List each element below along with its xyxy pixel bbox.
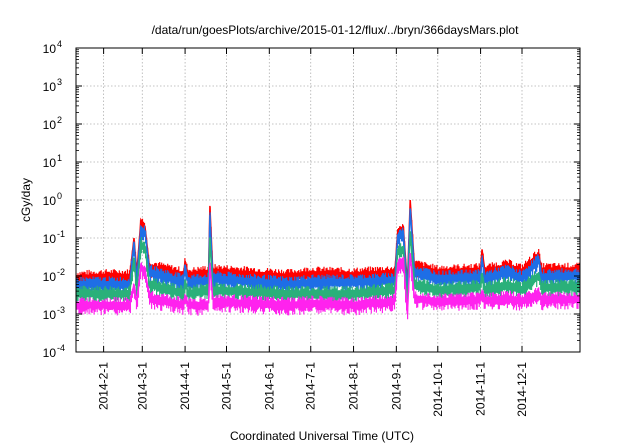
x-tick-label: 2014-5-1 [220, 362, 234, 410]
y-tick-exponent: -3 [57, 305, 65, 315]
series-line [76, 208, 580, 292]
y-tick-exponent: 4 [57, 39, 62, 49]
y-tick-label: 10 [43, 80, 57, 94]
x-tick-label: 2014-10-1 [431, 362, 445, 417]
x-tick-label: 2014-11-1 [474, 362, 488, 416]
y-tick-exponent: -4 [57, 343, 65, 353]
y-tick-exponent: 2 [57, 115, 62, 125]
y-tick-exponent: 3 [57, 77, 62, 87]
y-tick-label: 10 [43, 270, 57, 284]
y-tick-exponent: 0 [57, 191, 62, 201]
y-tick-label: 10 [43, 232, 57, 246]
series-line [76, 199, 580, 285]
x-tick-label: 2014-6-1 [262, 362, 276, 410]
series-2 [76, 208, 580, 295]
x-axis: 2014-2-1 2014-3-1 2014-4-1 2014-5-1 2014-6-1… [97, 48, 529, 417]
y-tick-label: 10 [43, 194, 57, 208]
x-tick-label: 2014-3-1 [135, 362, 149, 410]
series-line [76, 231, 580, 303]
x-tick-label: 2014-12-1 [515, 362, 529, 417]
y-tick-exponent: -2 [57, 267, 65, 277]
x-axis-label: Coordinated Universal Time (UTC) [230, 429, 414, 443]
y-tick-label: 10 [43, 118, 57, 132]
series-layer [76, 199, 580, 320]
x-tick-label: 2014-8-1 [347, 362, 361, 410]
series-4 [76, 253, 580, 320]
x-tick-label: 2014-2-1 [97, 362, 111, 410]
y-tick-label: 10 [43, 308, 57, 322]
y-tick-exponent: 1 [57, 153, 62, 163]
series-line [76, 253, 580, 315]
x-tick-label: 2014-9-1 [389, 362, 403, 410]
series-3 [76, 231, 580, 305]
y-tick-label: 10 [43, 346, 57, 360]
x-tick-label: 2014-4-1 [178, 362, 192, 410]
y-tick-label: 10 [43, 42, 57, 56]
y-axis-label: cGy/day [19, 178, 33, 222]
x-tick-label: 2014-7-1 [304, 362, 318, 410]
chart-title: /data/run/goesPlots/archive/2015-01-12/f… [152, 23, 520, 37]
y-tick-label: 10 [43, 156, 57, 170]
y-tick-exponent: -1 [57, 229, 65, 239]
